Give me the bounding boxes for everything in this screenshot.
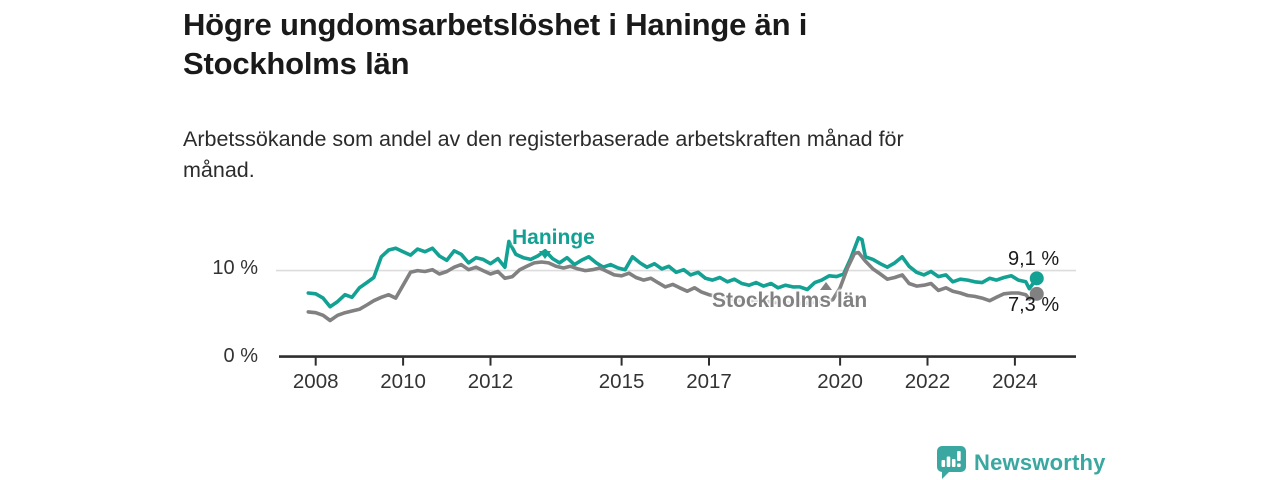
x-axis-tick-label: 2024 [992, 370, 1038, 393]
series-line-haninge [306, 236, 1039, 309]
y-axis-tick-label-10: 10 % [212, 257, 258, 279]
chart-title-line1: Högre ungdomsarbetslöshet i Haninge än i [183, 7, 808, 42]
x-axis-tick-label: 2008 [293, 370, 339, 393]
x-axis-tick-label: 2015 [599, 370, 645, 393]
y-axis-tick-label-0: 0 % [223, 345, 258, 367]
x-axis-tick-label: 2010 [380, 370, 426, 393]
series-end-dot-stockholms-lan [1029, 286, 1044, 301]
x-axis-tick-label: 2012 [468, 370, 514, 393]
chart-subtitle: Arbetssökande som andel av den registerb… [183, 124, 1043, 186]
chart-subtitle-line2: månad. [183, 158, 255, 182]
series-label-stockholms-lan: Stockholms län [712, 289, 868, 312]
series-line-stockholms-lan [306, 250, 1039, 323]
series-end-dot-haninge [1029, 271, 1044, 286]
series-marker-down-icon [539, 251, 551, 259]
chart-title-line2: Stockholms län [183, 46, 410, 81]
end-value-label-haninge: 9,1 % [1008, 248, 1060, 270]
end-value-label-stockholms-lan: 7,3 % [1008, 294, 1060, 316]
x-axis-tick-label: 2020 [817, 370, 863, 393]
x-axis-tick-label: 2022 [905, 370, 951, 393]
series-marker-up-icon [820, 282, 832, 290]
newsworthy-logo[interactable]: Newsworthy [936, 446, 1106, 480]
chart-title: Högre ungdomsarbetslöshet i Haninge än i… [183, 5, 943, 83]
series-label-haninge: Haninge [512, 226, 595, 249]
chart-subtitle-line1: Arbetssökande som andel av den registerb… [183, 127, 904, 151]
newsworthy-logo-text: Newsworthy [974, 450, 1106, 475]
bar-chart-bubble-icon [937, 446, 966, 479]
x-axis-tick-label: 2017 [686, 370, 732, 393]
